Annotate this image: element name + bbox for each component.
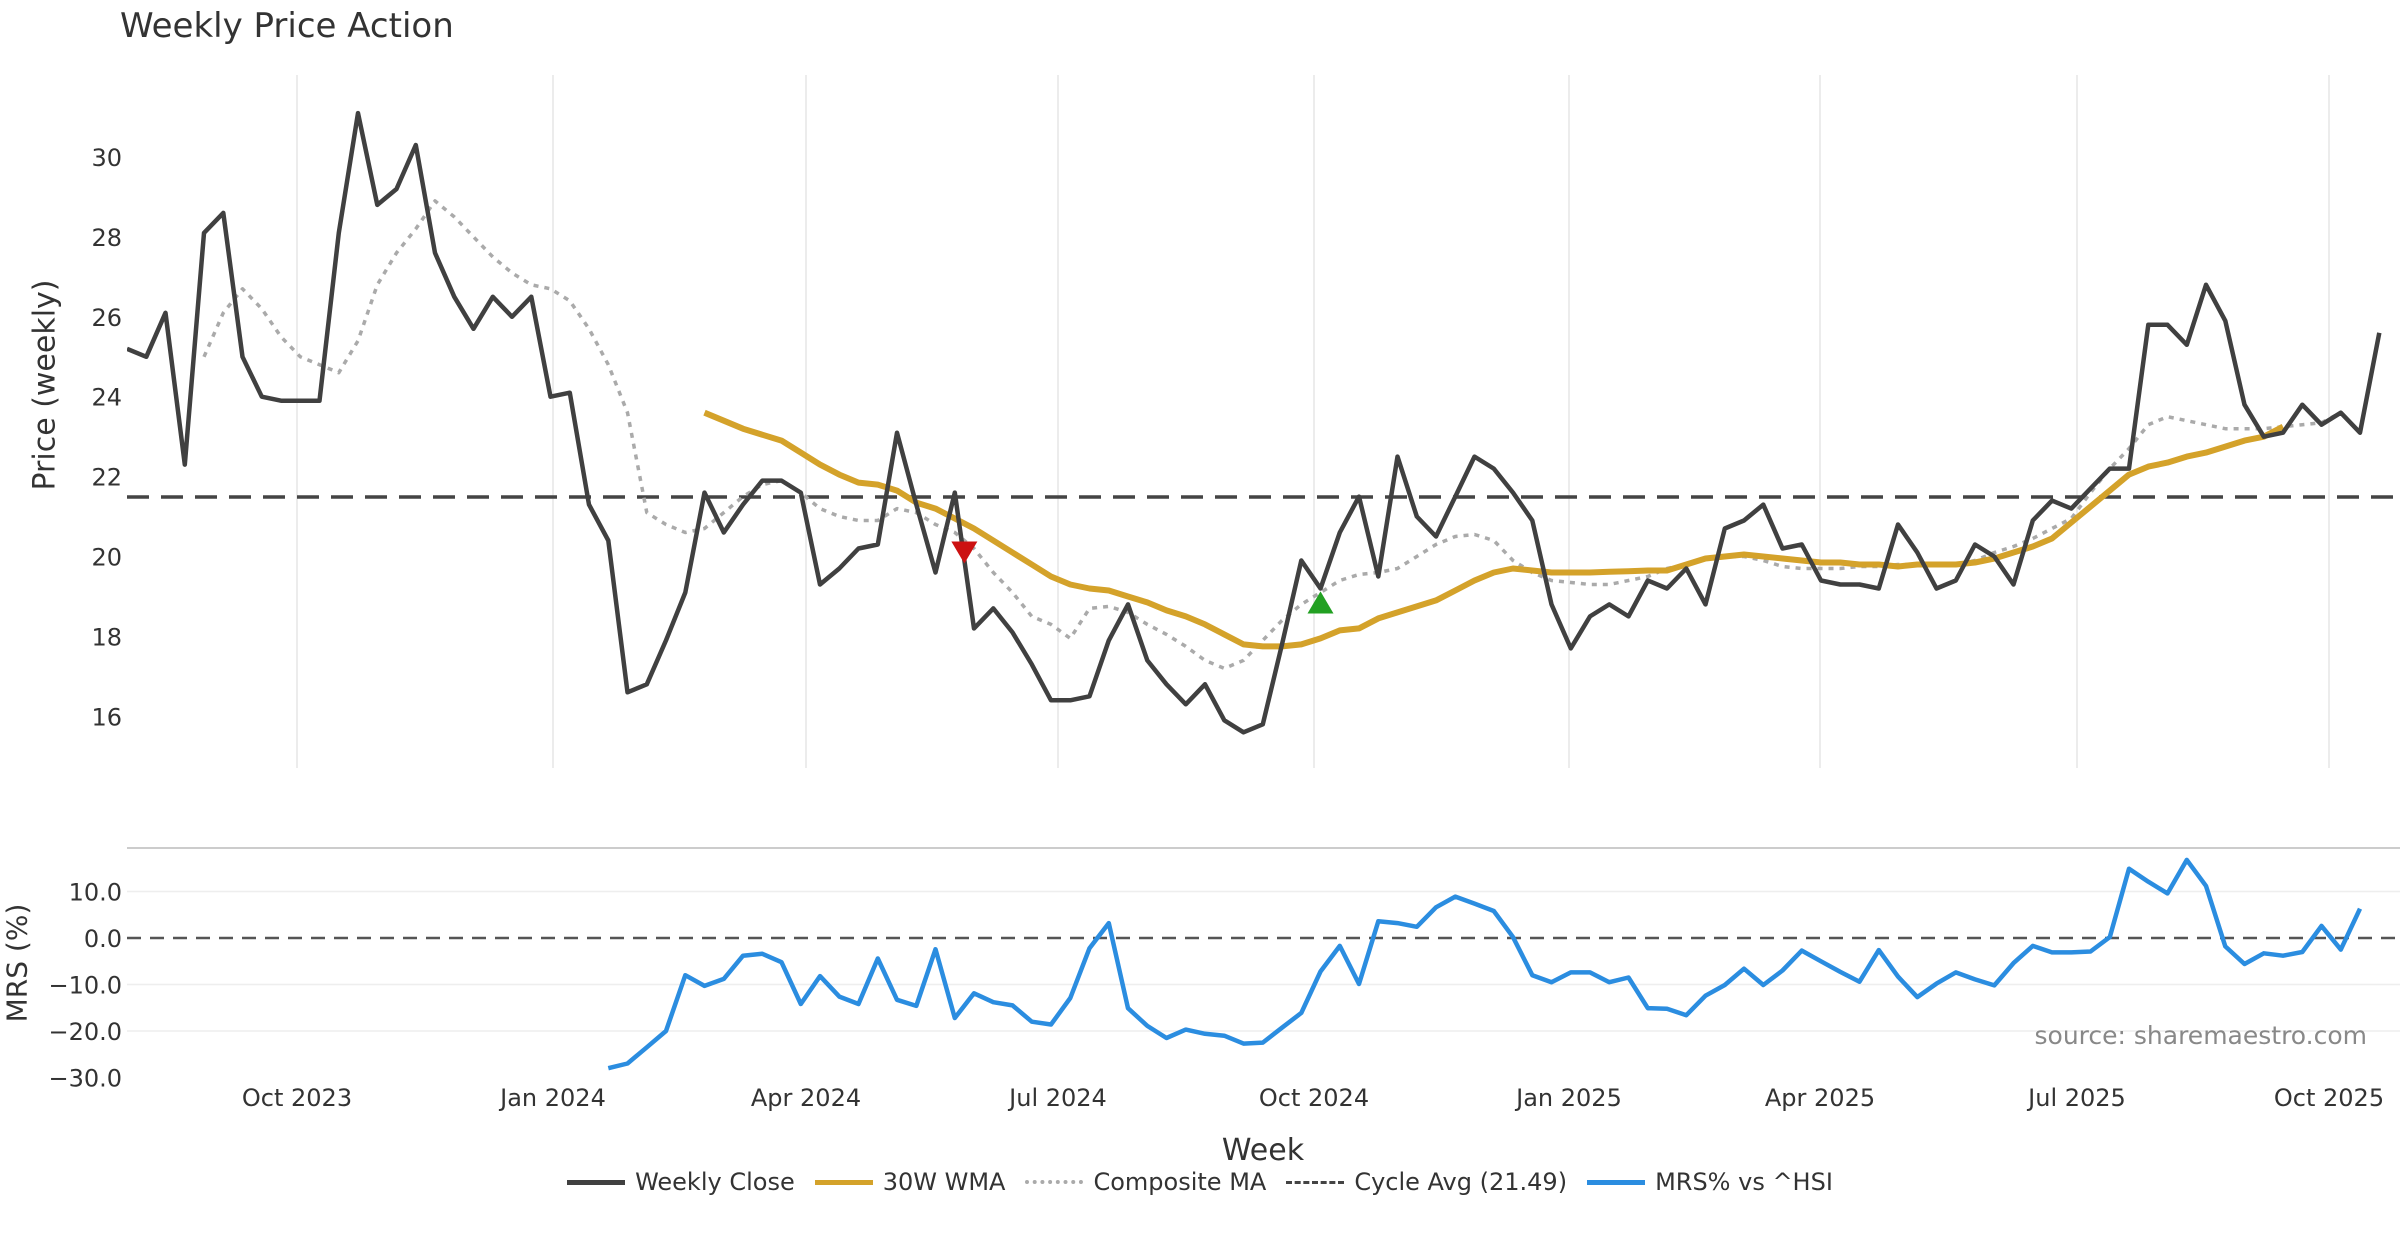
legend-label-composite: Composite MA <box>1093 1168 1267 1196</box>
wma-30w-line <box>703 409 2285 650</box>
legend-item-weekly-close: Weekly Close <box>567 1168 795 1196</box>
x-axis: Oct 2023 Jan 2024 Apr 2024 Jul 2024 Oct 2024… <box>242 1084 2384 1112</box>
price-tick-label: 26 <box>91 304 122 332</box>
price-tick-label: 30 <box>91 144 122 172</box>
legend-swatch-weekly-close <box>567 1179 626 1185</box>
composite-ma-line <box>202 199 2342 671</box>
x-tick-label: Jul 2024 <box>1007 1084 1107 1112</box>
x-tick-label: Oct 2023 <box>242 1084 352 1112</box>
vertical-gridlines <box>296 75 2330 768</box>
price-tick-label: 24 <box>91 384 122 412</box>
price-tick-label: 28 <box>91 224 122 252</box>
source-note: source: sharemaestro.com <box>2034 1021 2368 1050</box>
legend-item-cycle-avg: Cycle Avg (21.49) <box>1286 1168 1567 1196</box>
price-tick-label: 16 <box>91 703 122 731</box>
series-layer <box>127 110 2400 1071</box>
legend-swatch-wma <box>814 1179 873 1185</box>
x-tick-label: Apr 2025 <box>1765 1084 1875 1112</box>
mrs-y-axis-label: MRS (%) <box>0 903 34 1023</box>
mrs-tick-label: 0.0 <box>84 925 122 953</box>
chart-title: Weekly Price Action <box>120 6 454 46</box>
x-tick-label: Jan 2025 <box>1514 1084 1622 1112</box>
x-tick-label: Jul 2025 <box>2026 1084 2126 1112</box>
price-tick-label: 20 <box>91 544 122 572</box>
mrs-gridlines <box>127 847 2400 1032</box>
legend-swatch-mrs <box>1587 1179 1646 1185</box>
buy-signal-marker <box>1307 591 1334 614</box>
x-tick-label: Oct 2025 <box>2274 1084 2384 1112</box>
legend-swatch-cycle-avg <box>1286 1180 1345 1184</box>
x-tick-label: Oct 2024 <box>1259 1084 1369 1112</box>
mrs-tick-label: 10.0 <box>69 879 122 907</box>
legend-label-wma: 30W WMA <box>882 1168 1006 1196</box>
legend-item-wma: 30W WMA <box>814 1168 1006 1196</box>
mrs-line <box>607 857 2363 1071</box>
x-axis-label: Week <box>1221 1133 1305 1168</box>
legend-swatch-composite <box>1025 1180 1084 1184</box>
signal-markers <box>951 541 1334 614</box>
legend-item-mrs: MRS% vs ^HSI <box>1587 1168 1833 1196</box>
x-tick-label: Apr 2024 <box>751 1084 861 1112</box>
price-y-axis: 16 18 20 22 24 26 28 30 <box>91 144 122 731</box>
legend-label-mrs: MRS% vs ^HSI <box>1655 1168 1833 1196</box>
mrs-tick-label: −10.0 <box>48 972 122 1000</box>
mrs-y-axis: 10.0 0.0 −10.0 −20.0 −30.0 <box>48 879 122 1093</box>
mrs-tick-label: −30.0 <box>48 1065 122 1093</box>
legend-label-cycle-avg: Cycle Avg (21.49) <box>1354 1168 1568 1196</box>
legend-label-weekly-close: Weekly Close <box>635 1168 795 1196</box>
mrs-tick-label: −20.0 <box>48 1018 122 1046</box>
x-tick-label: Jan 2024 <box>498 1084 606 1112</box>
price-tick-label: 22 <box>91 464 122 492</box>
legend: Weekly Close 30W WMA Composite MA Cycle … <box>0 1168 2400 1196</box>
weekly-close-line <box>127 110 2382 735</box>
price-tick-label: 18 <box>91 623 122 651</box>
sell-signal-marker <box>951 541 978 564</box>
legend-item-composite: Composite MA <box>1025 1168 1266 1196</box>
price-y-axis-label: Price (weekly) <box>27 279 63 491</box>
